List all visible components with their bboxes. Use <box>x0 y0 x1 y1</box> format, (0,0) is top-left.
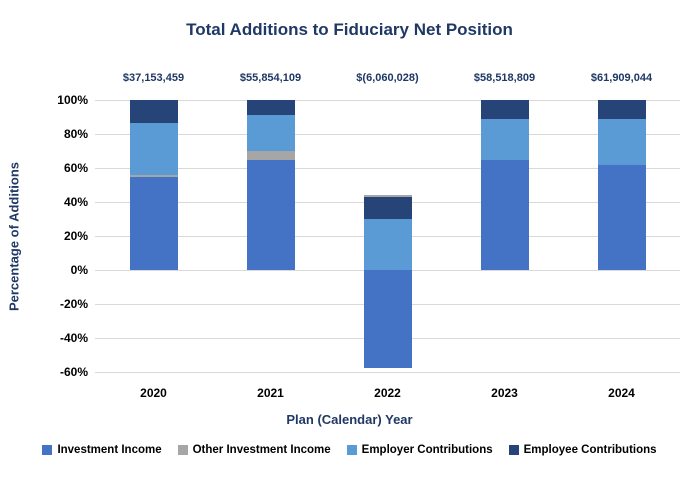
y-tick-label: 80% <box>63 127 88 141</box>
bar-segment-investment-income[interactable] <box>363 270 412 368</box>
x-category-label: 2020 <box>140 386 167 400</box>
bar-segment-investment-income[interactable] <box>129 177 178 270</box>
legend-item[interactable]: Employer Contributions <box>346 444 493 456</box>
bar-segment-employer-contributions[interactable] <box>597 118 646 165</box>
bar-segment-employee-contributions[interactable] <box>129 100 178 123</box>
y-axis-title: Percentage of Additions <box>6 161 22 312</box>
y-tick-label: 0% <box>70 263 88 277</box>
bar-segment-employer-contributions[interactable] <box>129 123 178 175</box>
x-axis-title: Plan (Calendar) Year <box>286 412 413 427</box>
y-tick-label: 40% <box>63 195 88 209</box>
bar-total-label: $37,153,459 <box>122 72 185 84</box>
legend-item[interactable]: Investment Income <box>42 444 162 456</box>
bar-segment-employer-contributions[interactable] <box>246 115 295 151</box>
bar-segment-other-investment-income[interactable] <box>246 151 295 160</box>
bar-total-label: $55,854,109 <box>239 72 302 84</box>
x-category-label: 2022 <box>374 386 401 400</box>
bar-total-label: $61,909,044 <box>590 72 653 84</box>
legend-item[interactable]: Employee Contributions <box>508 444 657 456</box>
bar-segment-investment-income[interactable] <box>246 159 295 270</box>
bar-segment-employer-contributions[interactable] <box>480 118 529 161</box>
x-category-label: 2024 <box>608 386 635 400</box>
bar-segment-employee-contributions[interactable] <box>246 100 295 116</box>
gridline <box>95 134 680 135</box>
legend-label: Employer Contributions <box>361 444 493 456</box>
legend-label: Other Investment Income <box>192 444 331 456</box>
legend-item[interactable]: Other Investment Income <box>177 444 331 456</box>
legend-label: Employee Contributions <box>523 444 657 456</box>
y-tick-label: 60% <box>63 161 88 175</box>
legend-swatch-icon <box>42 445 53 455</box>
legend-swatch-icon <box>508 445 519 455</box>
bar-segment-other-investment-income[interactable] <box>363 195 412 197</box>
legend-swatch-icon <box>177 445 188 455</box>
y-tick-label: -60% <box>59 365 88 379</box>
gridline <box>95 372 680 373</box>
bar-segment-employer-contributions[interactable] <box>363 219 412 270</box>
bar-total-label: $58,518,809 <box>473 72 536 84</box>
x-category-label: 2021 <box>257 386 284 400</box>
y-tick-label: 20% <box>63 229 88 243</box>
bar-segment-employee-contributions[interactable] <box>480 100 529 119</box>
bar-segment-other-investment-income[interactable] <box>129 174 178 178</box>
chart-legend: Investment Income Other Investment Income… <box>0 444 699 456</box>
gridline <box>95 168 680 169</box>
legend-swatch-icon <box>346 445 357 455</box>
bar-segment-employee-contributions[interactable] <box>363 196 412 219</box>
gridline <box>95 100 680 101</box>
legend-label: Investment Income <box>57 444 162 456</box>
bar-segment-investment-income[interactable] <box>480 160 529 270</box>
y-tick-label: -40% <box>59 331 88 345</box>
x-category-label: 2023 <box>491 386 518 400</box>
chart-title: Total Additions to Fiduciary Net Positio… <box>186 20 513 39</box>
y-tick-label: -20% <box>59 297 88 311</box>
bar-segment-investment-income[interactable] <box>597 164 646 270</box>
bar-segment-employee-contributions[interactable] <box>597 100 646 119</box>
y-tick-label: 100% <box>57 93 88 107</box>
bar-total-label: $(6,060,028) <box>356 72 419 84</box>
